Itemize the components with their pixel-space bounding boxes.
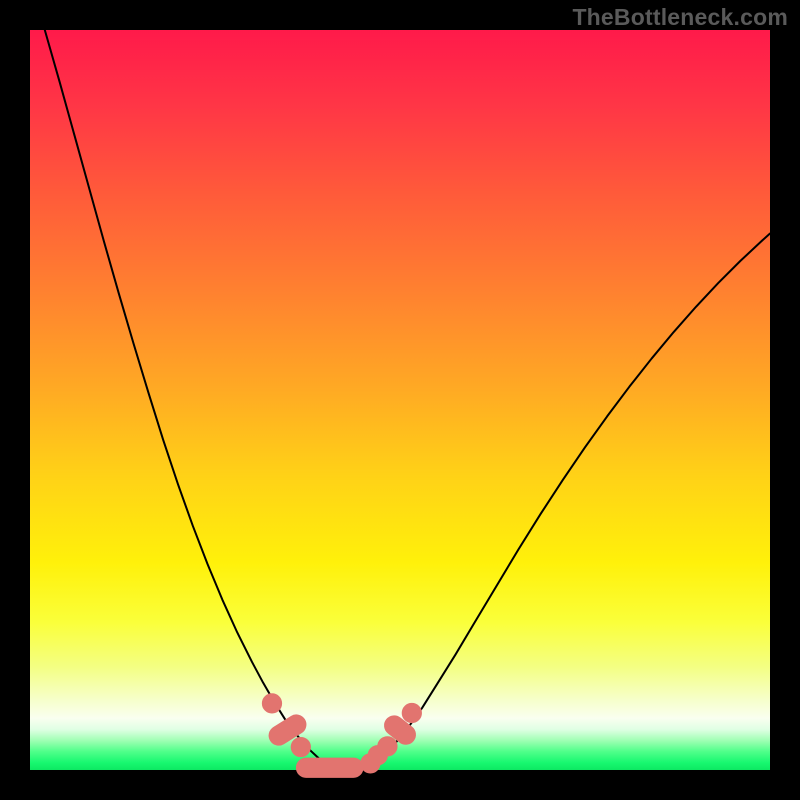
marker-2 <box>291 737 310 756</box>
watermark-text: TheBottleneck.com <box>572 4 788 31</box>
marker-0 <box>262 694 281 713</box>
plot-svg <box>0 0 800 800</box>
marker-3 <box>296 758 363 777</box>
marker-8 <box>402 703 421 722</box>
gradient-background <box>30 30 770 770</box>
marker-6 <box>378 737 397 756</box>
